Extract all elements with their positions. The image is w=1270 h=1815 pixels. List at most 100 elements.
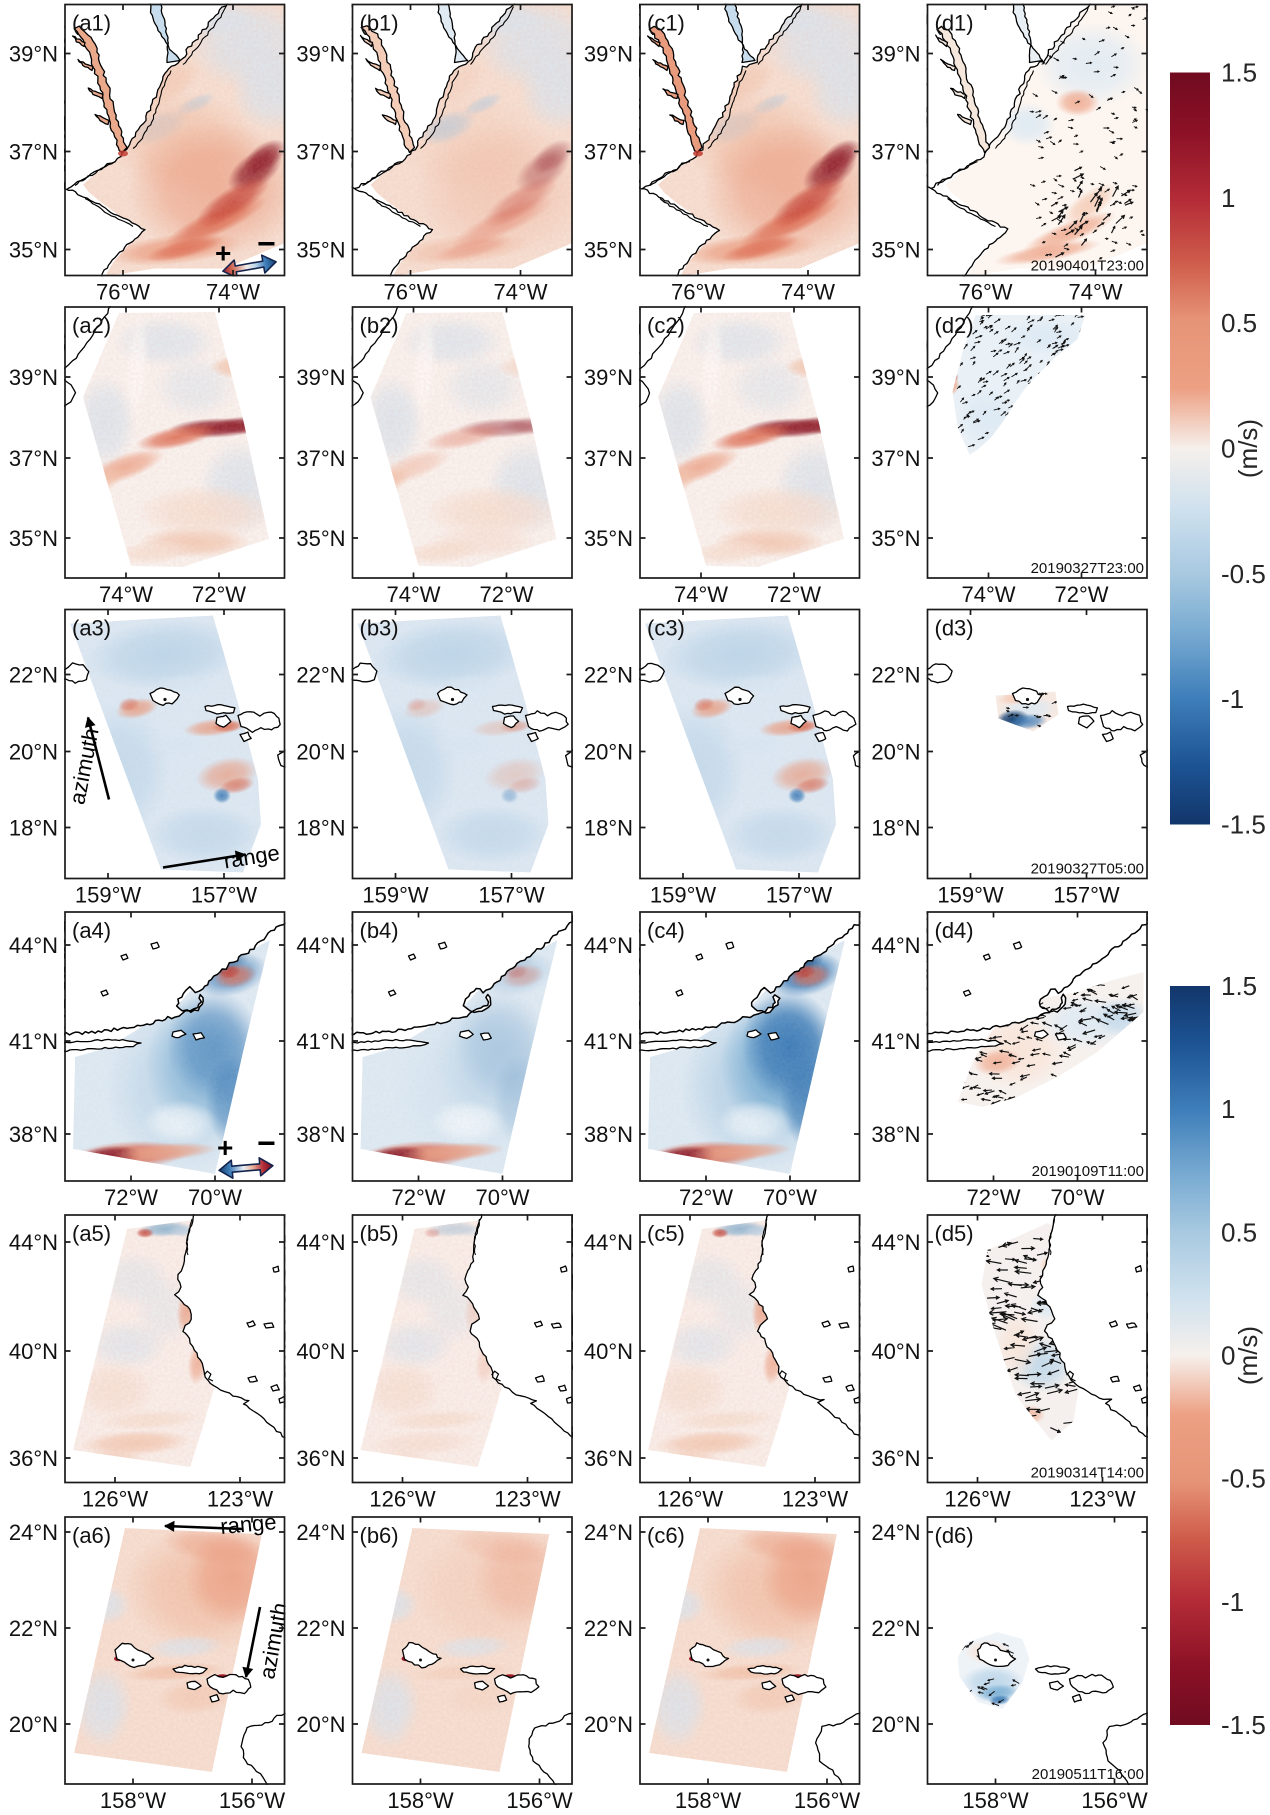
svg-text:38°N: 38°N bbox=[9, 1122, 58, 1147]
svg-text:74°W: 74°W bbox=[99, 582, 153, 607]
svg-text:37°N: 37°N bbox=[9, 140, 58, 165]
svg-text:123°W: 123°W bbox=[494, 1487, 561, 1512]
svg-text:0.5: 0.5 bbox=[1221, 308, 1257, 338]
svg-text:20190401T23:00: 20190401T23:00 bbox=[1031, 258, 1144, 275]
svg-text:20190511T16:00: 20190511T16:00 bbox=[1032, 1766, 1144, 1783]
svg-text:159°W: 159°W bbox=[362, 883, 429, 908]
svg-text:(d1): (d1) bbox=[935, 11, 974, 36]
svg-text:35°N: 35°N bbox=[296, 238, 345, 263]
svg-text:(b3): (b3) bbox=[360, 616, 399, 641]
svg-text:(c1): (c1) bbox=[647, 11, 685, 36]
svg-text:36°N: 36°N bbox=[871, 1446, 920, 1471]
svg-text:41°N: 41°N bbox=[296, 1029, 345, 1054]
svg-text:157°W: 157°W bbox=[191, 883, 258, 908]
svg-text:1: 1 bbox=[1221, 183, 1235, 213]
svg-text:70°W: 70°W bbox=[1050, 1185, 1104, 1210]
svg-text:158°W: 158°W bbox=[675, 1788, 742, 1810]
svg-text:126°W: 126°W bbox=[369, 1487, 436, 1512]
svg-text:123°W: 123°W bbox=[207, 1487, 274, 1512]
svg-text:76°W: 76°W bbox=[383, 280, 437, 305]
svg-text:74°W: 74°W bbox=[386, 582, 440, 607]
svg-text:-0.5: -0.5 bbox=[1221, 1464, 1266, 1494]
svg-text:(d3): (d3) bbox=[935, 616, 974, 641]
svg-text:76°W: 76°W bbox=[958, 280, 1012, 305]
svg-text:24°N: 24°N bbox=[296, 1520, 345, 1545]
svg-text:158°W: 158°W bbox=[100, 1788, 167, 1810]
svg-text:+: + bbox=[217, 1132, 233, 1163]
svg-text:22°N: 22°N bbox=[584, 663, 633, 688]
svg-text:37°N: 37°N bbox=[584, 140, 633, 165]
svg-text:159°W: 159°W bbox=[650, 883, 717, 908]
svg-text:37°N: 37°N bbox=[296, 446, 345, 471]
svg-text:74°W: 74°W bbox=[206, 280, 260, 305]
svg-text:24°N: 24°N bbox=[9, 1520, 58, 1545]
svg-text:-1: -1 bbox=[1221, 684, 1244, 714]
svg-text:37°N: 37°N bbox=[9, 446, 58, 471]
svg-text:(b5): (b5) bbox=[360, 1221, 399, 1246]
svg-text:18°N: 18°N bbox=[296, 816, 345, 841]
svg-text:(b2): (b2) bbox=[360, 313, 399, 338]
svg-text:36°N: 36°N bbox=[296, 1446, 345, 1471]
svg-text:20°N: 20°N bbox=[871, 1712, 920, 1737]
svg-text:123°W: 123°W bbox=[1069, 1487, 1136, 1512]
svg-text:74°W: 74°W bbox=[493, 280, 547, 305]
svg-text:+: + bbox=[215, 238, 231, 269]
svg-text:157°W: 157°W bbox=[478, 883, 545, 908]
svg-text:(b6): (b6) bbox=[360, 1523, 399, 1548]
svg-text:0.5: 0.5 bbox=[1221, 1217, 1257, 1247]
svg-text:20°N: 20°N bbox=[296, 740, 345, 765]
svg-text:157°W: 157°W bbox=[1053, 883, 1120, 908]
svg-text:20°N: 20°N bbox=[9, 740, 58, 765]
svg-text:(b4): (b4) bbox=[360, 918, 399, 943]
svg-text:-1.5: -1.5 bbox=[1221, 810, 1266, 840]
svg-text:41°N: 41°N bbox=[871, 1029, 920, 1054]
svg-text:1.5: 1.5 bbox=[1221, 58, 1257, 88]
svg-text:20190109T11:00: 20190109T11:00 bbox=[1032, 1163, 1144, 1180]
svg-text:−: − bbox=[257, 1125, 276, 1161]
svg-text:39°N: 39°N bbox=[871, 42, 920, 67]
svg-text:70°W: 70°W bbox=[475, 1185, 529, 1210]
svg-text:44°N: 44°N bbox=[296, 1230, 345, 1255]
svg-text:(a6): (a6) bbox=[72, 1523, 111, 1548]
svg-text:39°N: 39°N bbox=[296, 42, 345, 67]
svg-text:156°W: 156°W bbox=[506, 1788, 573, 1810]
svg-text:72°W: 72°W bbox=[679, 1185, 733, 1210]
svg-text:39°N: 39°N bbox=[9, 365, 58, 390]
svg-text:74°W: 74°W bbox=[674, 582, 728, 607]
svg-text:39°N: 39°N bbox=[871, 365, 920, 390]
svg-text:(m/s): (m/s) bbox=[1233, 419, 1263, 478]
svg-text:37°N: 37°N bbox=[584, 446, 633, 471]
svg-text:157°W: 157°W bbox=[766, 883, 833, 908]
svg-text:74°W: 74°W bbox=[781, 280, 835, 305]
svg-text:44°N: 44°N bbox=[296, 933, 345, 958]
svg-text:(d2): (d2) bbox=[935, 313, 974, 338]
svg-text:72°W: 72°W bbox=[966, 1185, 1020, 1210]
svg-text:22°N: 22°N bbox=[296, 663, 345, 688]
svg-text:40°N: 40°N bbox=[9, 1339, 58, 1364]
svg-text:40°N: 40°N bbox=[871, 1339, 920, 1364]
svg-text:24°N: 24°N bbox=[584, 1520, 633, 1545]
svg-text:158°W: 158°W bbox=[962, 1788, 1029, 1810]
svg-text:44°N: 44°N bbox=[871, 1230, 920, 1255]
svg-text:(b1): (b1) bbox=[360, 11, 399, 36]
svg-text:35°N: 35°N bbox=[9, 238, 58, 263]
svg-text:40°N: 40°N bbox=[584, 1339, 633, 1364]
svg-text:−: − bbox=[257, 226, 276, 262]
svg-text:41°N: 41°N bbox=[584, 1029, 633, 1054]
svg-text:0: 0 bbox=[1221, 434, 1235, 464]
svg-text:72°W: 72°W bbox=[391, 1185, 445, 1210]
svg-text:72°W: 72°W bbox=[192, 582, 246, 607]
svg-text:126°W: 126°W bbox=[944, 1487, 1011, 1512]
svg-text:44°N: 44°N bbox=[584, 933, 633, 958]
svg-text:39°N: 39°N bbox=[296, 365, 345, 390]
svg-text:38°N: 38°N bbox=[871, 1122, 920, 1147]
svg-text:(a1): (a1) bbox=[72, 11, 111, 36]
svg-text:35°N: 35°N bbox=[584, 238, 633, 263]
svg-text:20190327T05:00: 20190327T05:00 bbox=[1031, 861, 1144, 878]
svg-text:39°N: 39°N bbox=[584, 42, 633, 67]
svg-text:(c5): (c5) bbox=[647, 1221, 685, 1246]
svg-text:20°N: 20°N bbox=[871, 740, 920, 765]
svg-text:-0.5: -0.5 bbox=[1221, 559, 1266, 589]
svg-text:35°N: 35°N bbox=[871, 526, 920, 551]
svg-text:(a4): (a4) bbox=[72, 918, 111, 943]
